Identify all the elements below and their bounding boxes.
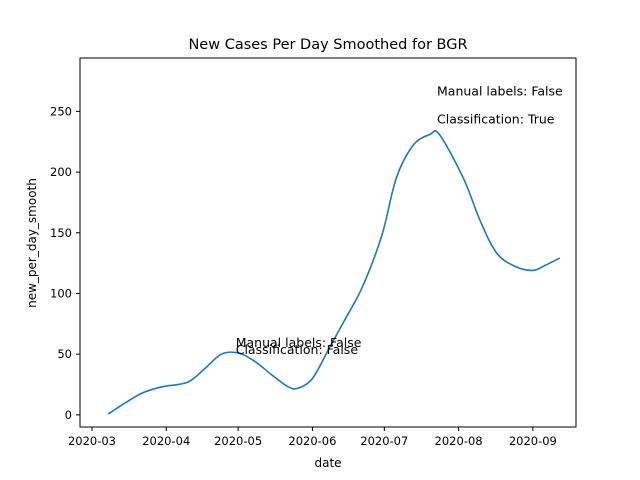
annotation-label: Classification: True	[437, 112, 555, 127]
chart-title: New Cases Per Day Smoothed for BGR	[188, 37, 467, 53]
x-tick-label: 2020-07	[360, 434, 408, 448]
x-tick-label: 2020-06	[288, 434, 336, 448]
y-tick-label: 50	[57, 347, 72, 361]
y-tick-label: 200	[50, 165, 72, 179]
x-tick-label: 2020-04	[142, 434, 190, 448]
y-tick-label: 100	[50, 286, 72, 300]
y-tick-label: 0	[65, 408, 72, 422]
x-tick-label: 2020-05	[214, 434, 262, 448]
annotation-label: Classification: False	[236, 342, 359, 357]
y-tick-label: 250	[50, 104, 72, 118]
y-tick-label: 150	[50, 226, 72, 240]
x-axis-ticks: 2020-03 2020-04 2020-05 2020-06 2020-07 2020-…	[68, 427, 557, 448]
y-axis-label: new_per_day_smooth	[25, 178, 39, 308]
x-tick-label: 2020-03	[68, 434, 116, 448]
y-axis-ticks: 0 50 100 150 200 250	[50, 104, 80, 422]
annotation-label: Manual labels: False	[236, 335, 362, 350]
series-line	[107, 130, 561, 415]
x-tick-label: 2020-08	[435, 434, 483, 448]
x-tick-label: 2020-09	[509, 434, 557, 448]
x-axis-label: date	[314, 456, 341, 470]
annotation-label: Manual labels: False	[437, 84, 563, 99]
plot-frame	[79, 57, 577, 428]
